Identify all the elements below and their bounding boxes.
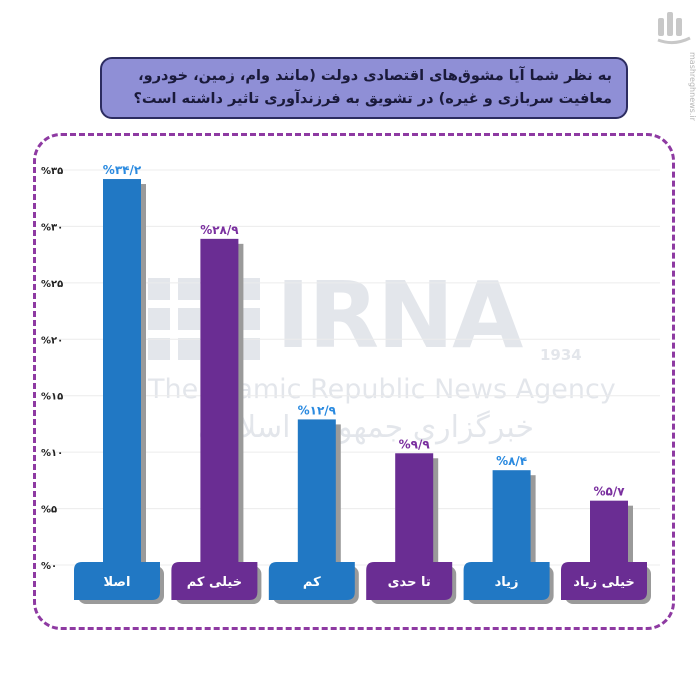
- site-branding: mashreghnews.ir: [656, 8, 697, 128]
- y-tick-label: %۳۰: [41, 222, 63, 233]
- bar: [297, 419, 336, 565]
- bars: %۳۴/۲ %۲۸/۹ %۱۲/۹ %۹/۹ %۸/۴ %۵/۷: [103, 163, 633, 571]
- category-label: خیلی کم: [187, 575, 242, 590]
- category-tab: [268, 562, 355, 600]
- mashregh-logo-icon: [657, 12, 691, 45]
- category-label: اصلا: [104, 575, 131, 590]
- question-line-1: به نظر شما آیا مشوق‌های اقتصادی دولت (ما…: [138, 68, 612, 84]
- question-line-2: معافیت سربازی و غیره) در تشویق به فرزندآ…: [133, 91, 612, 107]
- bar: [103, 179, 141, 565]
- category-tab: [463, 562, 550, 600]
- category-tab: [366, 562, 453, 600]
- category-label: زیاد: [495, 575, 519, 590]
- bar: [590, 500, 628, 565]
- site-url: mashreghnews.ir: [688, 52, 697, 121]
- bar-value-label: %۸/۴: [496, 454, 527, 468]
- y-tick-label: %۳۵: [41, 166, 63, 177]
- bar: [200, 238, 239, 566]
- y-tick-label: %۲۵: [41, 279, 63, 290]
- watermark-persian: خبرگزاری جمهوری اسلامی: [198, 410, 534, 445]
- bar-value-label: %۱۲/۹: [298, 403, 337, 417]
- watermark-name: IRNA: [276, 262, 523, 369]
- y-tick-label: %۱۰: [41, 448, 63, 459]
- category-tab: [171, 562, 258, 600]
- category-label: خیلی زیاد: [573, 575, 635, 590]
- category-label: تا حدی: [388, 575, 431, 590]
- y-tick-label: %۲۰: [41, 335, 63, 346]
- y-axis-ticks: %۰ %۵ %۱۰ %۱۵ %۲۰ %۲۵ %۳۰ %۳۵: [41, 166, 63, 572]
- category-tab: [74, 562, 160, 600]
- y-tick-label: %۰: [41, 561, 57, 572]
- bar-value-label: %۵/۷: [593, 485, 625, 499]
- category-tab: [561, 562, 647, 600]
- bar-value-label: %۲۸/۹: [200, 223, 239, 237]
- question-box: به نظر شما آیا مشوق‌های اقتصادی دولت (ما…: [100, 57, 628, 119]
- y-tick-label: %۱۵: [41, 392, 63, 403]
- bar-value-label: %۹/۹: [399, 437, 431, 451]
- category-label: کم: [303, 575, 321, 590]
- bar: [395, 453, 434, 565]
- watermark-year: 1934: [540, 346, 582, 364]
- bar: [492, 470, 531, 565]
- bar-value-label: %۳۴/۲: [103, 163, 142, 177]
- y-tick-label: %۵: [41, 505, 57, 516]
- category-labels: اصلا خیلی کم کم تا حدی زیاد خیلی زیاد: [74, 562, 651, 604]
- chart-frame: [33, 133, 675, 630]
